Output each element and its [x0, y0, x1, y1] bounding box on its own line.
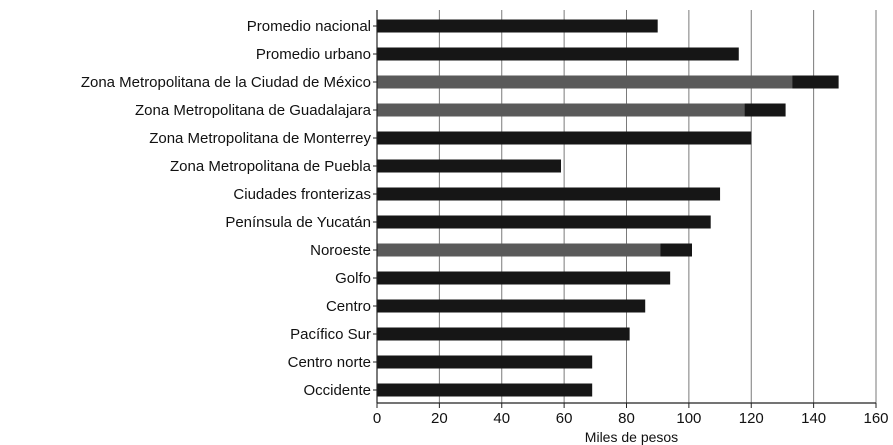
x-axis: 0 20 40 60 80 100 120 140 160	[373, 10, 889, 427]
grid-lines	[438, 10, 877, 403]
x-tick-label: 20	[431, 410, 448, 427]
category-label: Promedio nacional	[247, 18, 371, 35]
category-label: Promedio urbano	[256, 46, 371, 63]
bars	[377, 19, 839, 397]
bar-highlight-tail	[792, 75, 839, 89]
x-tick-label: 80	[618, 410, 635, 427]
category-label: Centro norte	[288, 354, 371, 371]
category-label: Zona Metropolitana de Monterrey	[149, 130, 371, 147]
x-tick-label: 60	[556, 410, 573, 427]
bar	[377, 299, 646, 313]
category-label: Noroeste	[310, 242, 371, 259]
x-tick-label: 160	[863, 410, 888, 427]
x-tick-label: 40	[493, 410, 510, 427]
category-label: Golfo	[335, 270, 371, 287]
category-label: Occidente	[303, 382, 371, 399]
bar	[377, 355, 593, 369]
category-labels: Promedio nacional Promedio urbano Zona Met…	[81, 18, 372, 399]
bar	[377, 187, 721, 201]
bar	[377, 271, 671, 285]
bar	[377, 75, 839, 89]
x-tick-label: 140	[801, 410, 826, 427]
x-tick-label: 0	[373, 410, 381, 427]
category-label: Centro	[326, 298, 371, 315]
x-tick-label: 100	[676, 410, 701, 427]
category-label: Zona Metropolitana de la Ciudad de Méxic…	[81, 74, 371, 91]
x-tick-label: 120	[739, 410, 764, 427]
category-label: Ciudades fronterizas	[233, 186, 371, 203]
category-label: Zona Metropolitana de Guadalajara	[135, 102, 372, 119]
category-label: Zona Metropolitana de Puebla	[170, 158, 372, 175]
bar	[377, 47, 739, 61]
bar	[377, 131, 752, 145]
category-label: Península de Yucatán	[225, 214, 371, 231]
bar-highlight-tail	[660, 243, 692, 257]
category-label: Pacífico Sur	[290, 326, 371, 343]
bar	[377, 159, 562, 173]
bar	[377, 19, 658, 33]
bar	[377, 215, 711, 229]
bar-highlight-tail	[744, 103, 786, 117]
bar	[377, 383, 593, 397]
bar	[377, 327, 630, 341]
bar	[377, 103, 786, 117]
bar	[377, 243, 692, 257]
x-axis-title: Miles de pesos	[585, 429, 678, 445]
